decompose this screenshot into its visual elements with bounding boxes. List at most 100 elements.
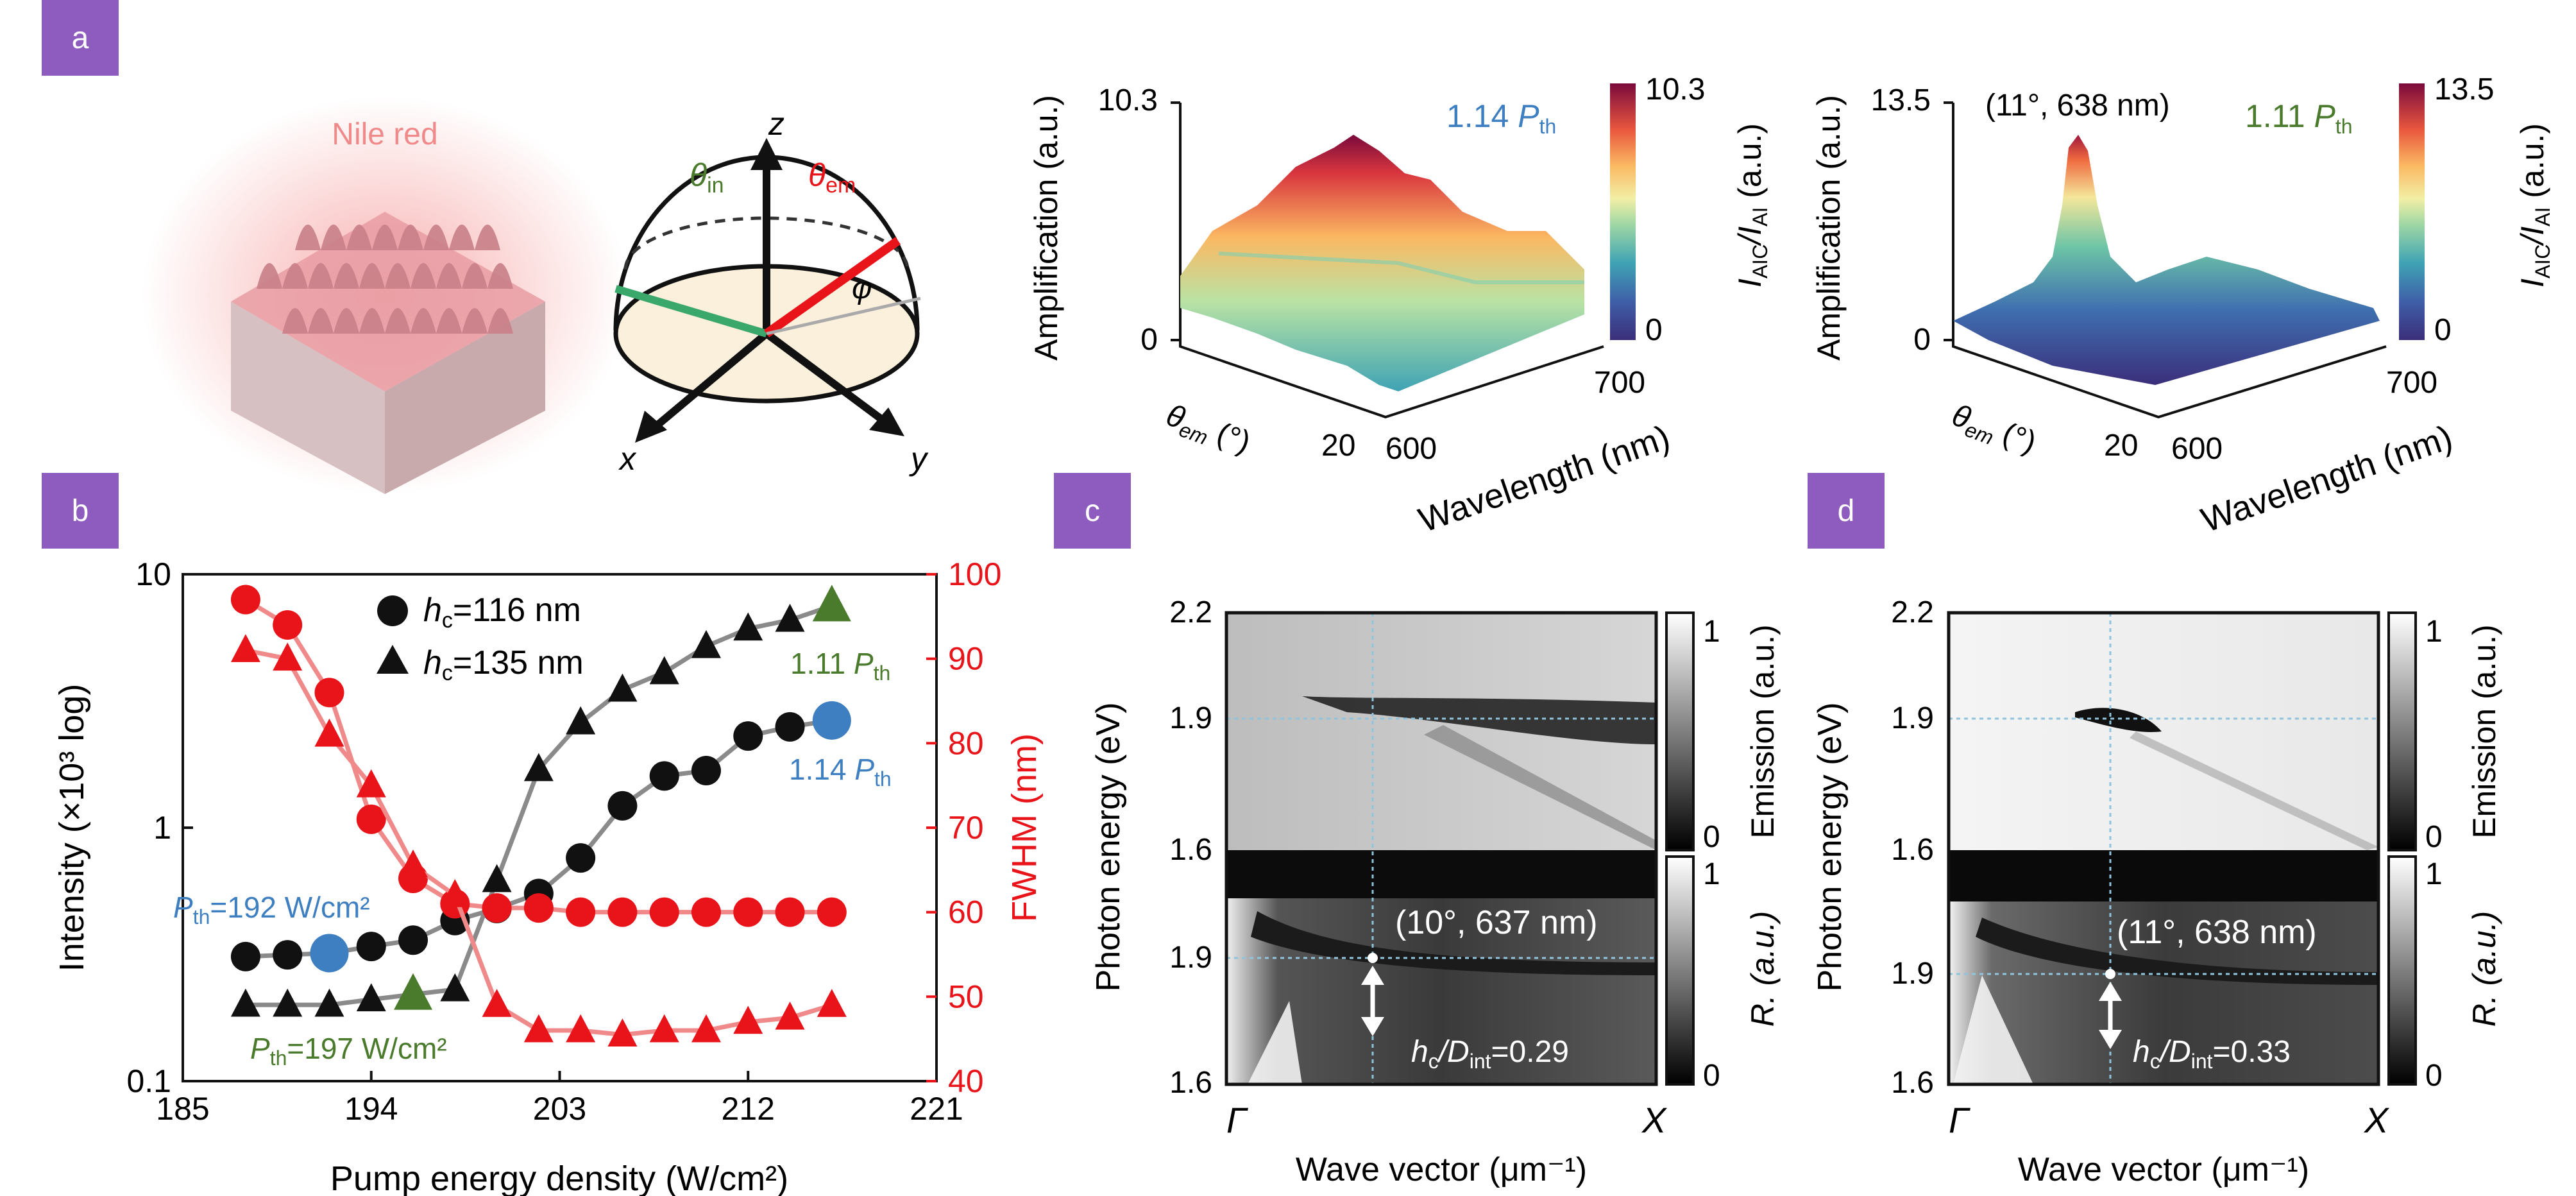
lattice-right-face bbox=[385, 302, 545, 494]
chartb-y2label: FWHM (nm) bbox=[1005, 733, 1044, 922]
data-point-1-9 bbox=[607, 673, 638, 702]
ratio-111-annotation: 1.11 Pth bbox=[790, 647, 890, 685]
x-axis bbox=[645, 330, 769, 436]
y-tick-label: 10 bbox=[135, 556, 171, 592]
c-arrow-down bbox=[1361, 1017, 1384, 1036]
c-ytick-1-9-lower: 1.9 bbox=[1169, 941, 1212, 975]
dispersion-map-d: (11°, 638 nm) hc/Dint=0.33 2.2 1.9 1.6 1… bbox=[1811, 595, 2502, 1188]
data-point-3-0 bbox=[230, 634, 260, 662]
d-reflectance-cb-label: R. (a.u.) bbox=[2466, 911, 2502, 1027]
data-point-2-14 bbox=[817, 897, 847, 927]
lattice-illustration: Nile red bbox=[141, 96, 629, 494]
surface1-theta-tick: 20 bbox=[1321, 429, 1355, 463]
data-point-3-11 bbox=[691, 1014, 721, 1043]
c-xtick-gamma: Γ bbox=[1226, 1100, 1248, 1140]
amplification-surface-1: 10.3 0 Amplification (a.u.) θem (°) 20 6… bbox=[1028, 73, 1772, 540]
c-xlabel: Wave vector (μm⁻¹) bbox=[1296, 1151, 1587, 1188]
c-ytick-1-6-lower: 1.6 bbox=[1169, 1066, 1212, 1100]
data-point-2-7 bbox=[523, 893, 554, 923]
data-point-1-5 bbox=[440, 973, 470, 1002]
d-reflectance-cb-max: 1 bbox=[2425, 857, 2443, 891]
data-point-0-13 bbox=[775, 712, 805, 742]
y-tick-label: 0.1 bbox=[126, 1063, 171, 1099]
surface1-wl-label: Wavelength (nm) bbox=[1414, 418, 1674, 540]
data-point-1-1 bbox=[273, 988, 303, 1017]
panel-a-letter: a bbox=[71, 21, 89, 55]
legend-triangle-label: hc=135 nm bbox=[423, 644, 584, 685]
surface1-pth-label: 1.14 Pth bbox=[1446, 98, 1556, 138]
data-point-3-2 bbox=[314, 718, 344, 747]
surface1-wl-tick-600: 600 bbox=[1385, 432, 1437, 466]
c-ytick-2-2: 2.2 bbox=[1169, 595, 1212, 629]
data-point-1-8 bbox=[566, 706, 596, 735]
surface2-colorbar-min: 0 bbox=[2434, 313, 2452, 347]
surface2-colorbar-label: IAIC/IAI (a.u.) bbox=[2514, 123, 2554, 287]
d-arrow-down bbox=[2099, 1030, 2122, 1049]
c-reflectance-colorbar bbox=[1665, 855, 1695, 1086]
d-xtick-gamma: Γ bbox=[1949, 1100, 1970, 1140]
d-emission-cb-label: Emission (a.u.) bbox=[2466, 624, 2502, 838]
data-point-2-9 bbox=[607, 897, 638, 927]
legend-circle-marker bbox=[377, 595, 408, 626]
lattice-label: Nile red bbox=[332, 117, 437, 151]
c-map-frame bbox=[1224, 611, 1658, 1086]
x-arrow bbox=[635, 411, 667, 443]
data-point-0-11 bbox=[691, 756, 721, 786]
data-point-3-7 bbox=[523, 1014, 554, 1043]
surface1-frame bbox=[1179, 103, 1604, 419]
chartb-xlabel: Pump energy density (W/cm²) bbox=[330, 1159, 788, 1196]
surface1-ztick-label-top: 10.3 bbox=[1098, 83, 1158, 117]
surface1-ztick-label-bottom: 0 bbox=[1140, 323, 1158, 357]
y-tick-label: 1 bbox=[153, 810, 171, 846]
d-marker-dot bbox=[2105, 969, 2115, 979]
y2-tick-label: 100 bbox=[948, 556, 1001, 592]
d-reflectance-cb-min: 0 bbox=[2425, 1059, 2443, 1093]
y2-tick-label: 90 bbox=[948, 641, 984, 677]
surface1-theta-label: θem (°) bbox=[1160, 398, 1255, 464]
panel-b-tag: b bbox=[42, 473, 119, 549]
panel-c-tag: c bbox=[1054, 473, 1131, 549]
projection-line bbox=[766, 296, 921, 336]
c-reflectance-cb-label: R. (a.u.) bbox=[1745, 911, 1781, 1027]
surface2-colorbar bbox=[2399, 83, 2425, 340]
d-arrow-up bbox=[2099, 982, 2122, 1001]
data-point-2-2 bbox=[314, 678, 344, 708]
data-point-2-1 bbox=[273, 610, 303, 640]
surface1-colorbar bbox=[1610, 83, 1636, 340]
data-point-2-8 bbox=[566, 897, 596, 927]
d-reflectance-colorbar bbox=[2387, 855, 2417, 1086]
data-point-0-12 bbox=[733, 721, 763, 751]
d-emission-map bbox=[1949, 613, 2378, 850]
y2-tick-label: 40 bbox=[948, 1063, 984, 1099]
surface2-ztick-label-bottom: 0 bbox=[1913, 323, 1931, 357]
c-reflectance-cb-max: 1 bbox=[1703, 857, 1720, 891]
surface2-wl-tick-700: 700 bbox=[2386, 366, 2437, 400]
y-axis bbox=[764, 330, 894, 430]
d-emission-diagonal bbox=[2130, 731, 2378, 850]
coordinate-diagram: z x y φ θin θem bbox=[613, 106, 929, 477]
data-point-2-6 bbox=[482, 893, 512, 923]
amplification-surface-2: 13.5 0 Amplification (a.u.) θem (°) 20 6… bbox=[1811, 73, 2554, 540]
lattice-bumps bbox=[257, 225, 513, 334]
data-point-3-14 bbox=[817, 989, 847, 1017]
dispersion-map-c: (10°, 637 nm) hc/Dint=0.29 2.2 1.9 1.6 1… bbox=[1090, 595, 1781, 1188]
pth-197-annotation: Pth=197 W/cm² bbox=[250, 1032, 447, 1070]
c-emission-cb-max: 1 bbox=[1703, 615, 1720, 649]
y-label: y bbox=[909, 441, 929, 477]
d-ytick-1-6-lower: 1.6 bbox=[1891, 1066, 1934, 1100]
surface1-colorbar-max: 10.3 bbox=[1645, 73, 1705, 107]
c-ylabel: Photon energy (eV) bbox=[1090, 703, 1127, 992]
data-point-3-13 bbox=[775, 1001, 805, 1030]
surface2-theta-label: θem (°) bbox=[1946, 398, 2040, 464]
data-point-0-8 bbox=[566, 843, 596, 873]
panel-b-letter: b bbox=[71, 493, 89, 528]
data-point-1-3 bbox=[356, 983, 386, 1012]
data-point-3-9 bbox=[607, 1018, 638, 1046]
surface2-ztick-label-top: 13.5 bbox=[1871, 83, 1931, 117]
panel-d-tag: d bbox=[1808, 473, 1885, 549]
data-point-1-14 bbox=[812, 585, 851, 622]
surface1-zlabel: Amplification (a.u.) bbox=[1028, 95, 1064, 361]
x-tick-label: 221 bbox=[910, 1091, 963, 1127]
data-point-1-6 bbox=[482, 864, 512, 893]
